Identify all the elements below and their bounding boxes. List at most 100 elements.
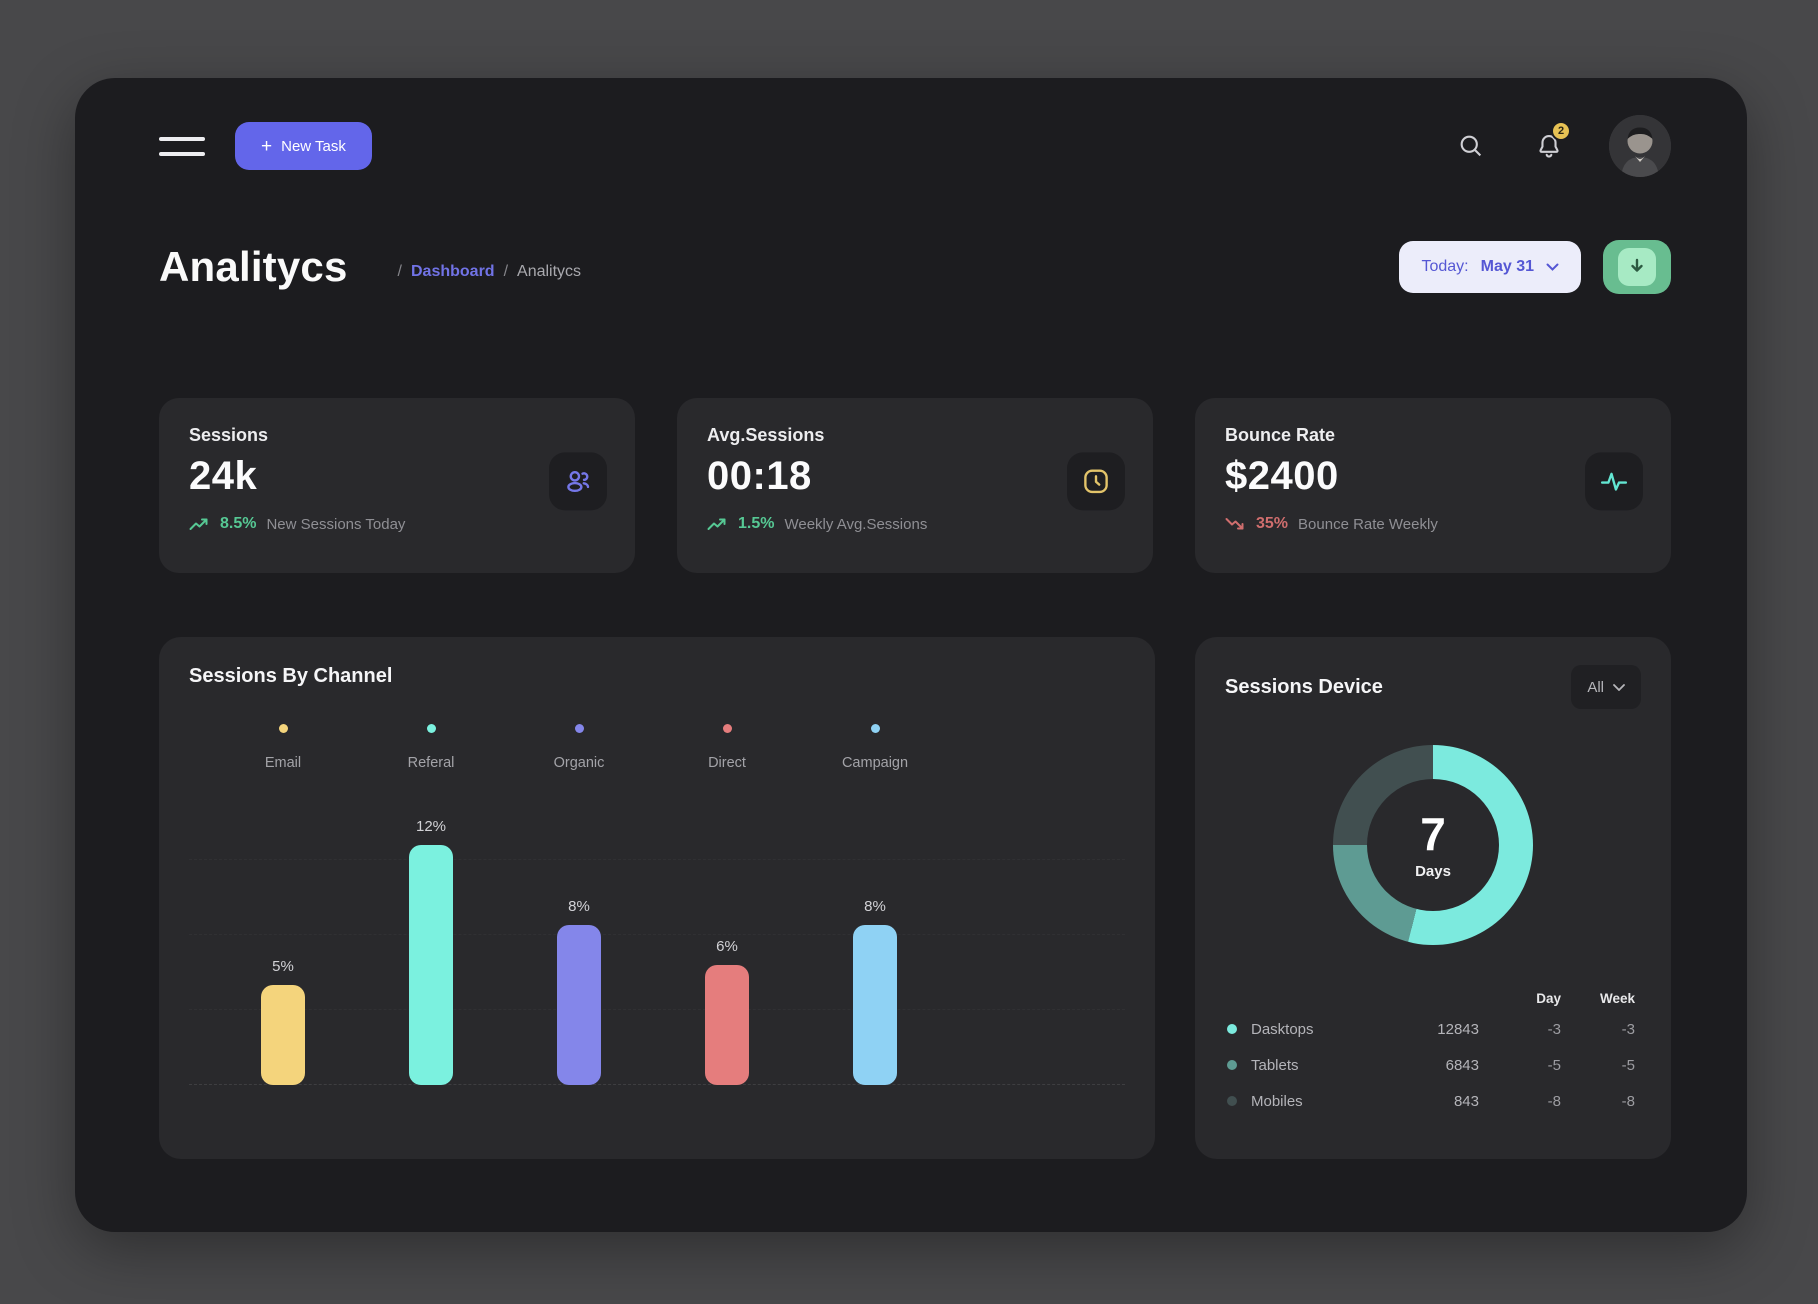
sessions-device-panel: Sessions Device All 7 Days Day Week [1195, 637, 1671, 1159]
chevron-down-icon [1546, 263, 1559, 271]
users-icon [567, 470, 590, 492]
legend-label: Direct [708, 755, 746, 771]
bar-chart-plot: 5% 12% 8% 6% [189, 785, 1125, 1085]
legend-label: Organic [553, 755, 605, 771]
column-header-day: Day [1536, 991, 1561, 1006]
bar-column-email: 5% [209, 958, 357, 1085]
bar-column-direct: 6% [653, 938, 801, 1085]
device-week-change: -8 [1621, 1092, 1635, 1110]
trend-up-icon [707, 518, 726, 530]
device-table: Day Week Dasktops 12843 -3 -3 Tablets 68… [1225, 991, 1641, 1119]
page-header: Analitycs / Dashboard / Analitycs Today:… [159, 240, 1671, 294]
header-actions: Today: May 31 [1399, 240, 1671, 294]
device-day-change: -3 [1547, 1020, 1561, 1038]
lower-panels: Sessions By Channel Email Referal Organi… [159, 637, 1671, 1159]
stat-label: Avg.Sessions [707, 425, 825, 445]
date-filter-button[interactable]: Today: May 31 [1399, 241, 1581, 293]
search-button[interactable] [1453, 128, 1489, 164]
download-button[interactable] [1603, 240, 1671, 294]
table-row-tablets: Tablets 6843 -5 -5 [1227, 1047, 1635, 1083]
search-icon [1460, 135, 1482, 157]
legend-dot [574, 724, 584, 733]
bar-value-label: 8% [864, 898, 886, 915]
legend-item-organic[interactable]: Organic [505, 720, 653, 771]
device-name: Dasktops [1251, 1020, 1314, 1038]
new-task-label: New Task [281, 137, 346, 155]
download-arrow-icon [1631, 258, 1643, 272]
activity-icon [1600, 472, 1628, 491]
legend-item-email[interactable]: Email [209, 720, 357, 771]
stat-icon-tile [1585, 451, 1643, 510]
new-task-button[interactable]: + New Task [235, 122, 372, 170]
legend-label: Campaign [841, 755, 909, 771]
avatar-photo-icon [1609, 115, 1671, 177]
table-row-dasktops: Dasktops 12843 -3 -3 [1227, 1011, 1635, 1047]
panel-title: Sessions By Channel [189, 665, 393, 687]
bar-column-referal: 12% [357, 818, 505, 1085]
date-prefix: Today: [1421, 258, 1469, 275]
trend-text: Bounce Rate Weekly [1298, 515, 1438, 533]
menu-icon[interactable] [159, 122, 209, 170]
column-header-week: Week [1599, 991, 1635, 1006]
app-window: + New Task 2 [75, 78, 1747, 1232]
legend-dot [870, 724, 880, 733]
stat-icon-tile [1067, 451, 1125, 510]
stat-card-bounce-rate: Bounce Rate $2400 35% Bounce Rate Weekly [1195, 398, 1671, 573]
breadcrumb: / Dashboard / Analitycs [398, 263, 582, 281]
stat-value: 00:18 [707, 454, 812, 498]
bar-email[interactable] [261, 985, 305, 1085]
device-filter-dropdown[interactable]: All [1571, 665, 1641, 709]
device-week-change: -5 [1621, 1056, 1635, 1074]
stat-cards: Sessions 24k 8.5% New Sessions Today Avg… [159, 398, 1671, 573]
legend-dot [426, 724, 436, 733]
bar-organic[interactable] [557, 925, 601, 1085]
trend-value: 8.5% [220, 515, 257, 532]
legend-item-direct[interactable]: Direct [653, 720, 801, 771]
device-value: 6843 [1445, 1056, 1479, 1074]
stat-trend: 8.5% New Sessions Today [189, 515, 605, 533]
device-dot [1227, 1096, 1237, 1106]
trend-value: 35% [1256, 515, 1289, 532]
legend-dot [278, 724, 288, 733]
user-avatar[interactable] [1609, 115, 1671, 177]
legend-item-campaign[interactable]: Campaign [801, 720, 949, 771]
topbar: + New Task 2 [159, 115, 1671, 177]
donut-center: 7 Days [1367, 779, 1499, 911]
bar-value-label: 12% [415, 818, 447, 835]
legend-item-referal[interactable]: Referal [357, 720, 505, 771]
device-day-change: -5 [1547, 1056, 1561, 1074]
device-day-change: -8 [1547, 1092, 1561, 1110]
device-donut[interactable]: 7 Days [1333, 745, 1533, 945]
breadcrumb-current: Analitycs [517, 263, 582, 280]
page-title: Analitycs [159, 243, 348, 290]
legend-label: Referal [407, 755, 455, 771]
stat-card-sessions: Sessions 24k 8.5% New Sessions Today [159, 398, 635, 573]
trend-value: 1.5% [738, 515, 775, 532]
bell-icon [1539, 135, 1559, 158]
notifications-button[interactable]: 2 [1531, 121, 1571, 164]
bar-value-label: 8% [568, 898, 590, 915]
bar-column-campaign: 8% [801, 898, 949, 1085]
breadcrumb-link-dashboard[interactable]: Dashboard [411, 263, 495, 280]
bar-chart-legend: Email Referal Organic Direct Campaign [189, 720, 1125, 771]
sessions-device-header: Sessions Device All [1225, 665, 1641, 709]
bar-referal[interactable] [409, 845, 453, 1085]
legend-dot [722, 724, 732, 733]
legend-label: Email [264, 755, 302, 771]
device-value: 843 [1453, 1092, 1479, 1110]
device-filter-label: All [1587, 678, 1604, 696]
bar-value-label: 5% [272, 958, 294, 975]
stat-value: $2400 [1225, 454, 1339, 498]
topbar-actions: 2 [1453, 115, 1671, 177]
stat-label: Sessions [189, 425, 269, 445]
stat-value: 24k [189, 454, 258, 498]
table-row-mobiles: Mobiles 843 -8 -8 [1227, 1083, 1635, 1119]
bar-campaign[interactable] [853, 925, 897, 1085]
panel-title: Sessions Device [1225, 675, 1383, 698]
bar-column-organic: 8% [505, 898, 653, 1085]
bar-direct[interactable] [705, 965, 749, 1085]
trend-text: Weekly Avg.Sessions [784, 515, 928, 533]
device-name: Mobiles [1251, 1092, 1303, 1110]
sessions-by-channel-panel: Sessions By Channel Email Referal Organi… [159, 637, 1155, 1159]
breadcrumb-separator: / [397, 263, 402, 280]
